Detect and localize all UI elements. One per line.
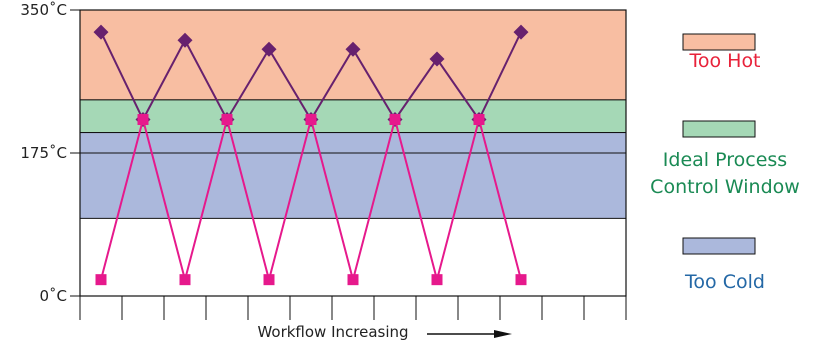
band-ideal-process-control-window [79,99,627,134]
series-2-point [305,113,317,125]
series-2-point [389,113,401,125]
series-1-point [261,41,277,57]
band-too-cold [79,132,627,219]
x-axis-label-group: Workflow Increasing [257,323,512,341]
legend-label-ideal-process-control-window: Control Window [650,176,800,198]
x-axis-label: Workflow Increasing [257,323,408,341]
series-1-point [345,41,361,57]
series-lines [93,24,529,286]
legend-label-ideal-process-control-window: Ideal Process [663,149,787,171]
series-2-point [221,113,233,125]
temperature-bands [79,9,627,219]
legend-label-too-hot: Too Hot [688,50,760,72]
legend-label-too-cold: Too Cold [684,271,765,293]
series-2-point [263,274,275,286]
x-axis-arrow-head [494,330,512,338]
legend-swatch-ideal-process-control-window [682,120,756,138]
legend-swatch-too-hot [682,33,756,51]
series-2-point [515,274,527,286]
legend: Too Hot Ideal Process Control Window Too Co… [650,33,800,293]
y-tick-label: 0˚C [39,287,67,305]
series-2-point [347,274,359,286]
series-2-point [431,274,443,286]
series-1-point [177,32,193,48]
series-2-point [179,274,191,286]
y-tick-label: 350˚C [20,1,67,19]
series-1-point [513,24,529,40]
legend-swatch-too-cold [682,237,756,255]
y-axis: 350˚C 175˚C 0˚C [20,1,80,305]
x-axis [79,296,627,320]
series-1-point [93,24,109,40]
series-1-point [429,51,445,67]
series-2-point [137,113,149,125]
series-2-point [95,274,107,286]
y-tick-label: 175˚C [20,144,67,162]
series-2-point [473,113,485,125]
